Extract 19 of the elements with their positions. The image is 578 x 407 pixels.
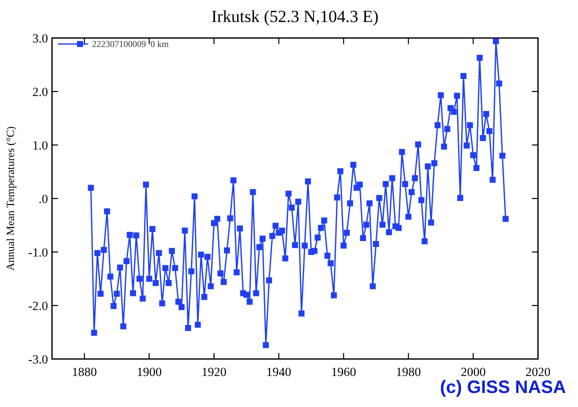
x-tick-label: 2000 <box>460 365 486 379</box>
y-tick-label: .0 <box>38 192 48 206</box>
x-tick-label: 2020 <box>526 365 550 379</box>
y-axis-title: Annual Mean Temperatures (°C) <box>5 126 17 271</box>
x-tick-label: 1920 <box>202 365 226 379</box>
y-tick-label: -2.0 <box>28 298 48 313</box>
x-tick-label: 1900 <box>136 365 162 379</box>
x-tick-label: 1960 <box>331 365 356 379</box>
chart-title: Irkutsk (52.3 N,104.3 E) <box>211 7 379 26</box>
legend-label: 222307100009 0 km <box>92 39 169 50</box>
x-tick-label: 1940 <box>266 365 292 379</box>
x-tick-label: 1980 <box>396 365 421 379</box>
y-tick-label: 2.0 <box>32 84 48 99</box>
x-tick-label: 1880 <box>72 365 97 379</box>
y-tick-label: -1.0 <box>28 245 48 260</box>
y-tick-label: 3.0 <box>32 31 48 46</box>
text: (c) GISS NASA <box>440 377 566 397</box>
y-tick-label: -3.0 <box>28 352 48 366</box>
y-tick-label: 1.0 <box>32 138 48 152</box>
